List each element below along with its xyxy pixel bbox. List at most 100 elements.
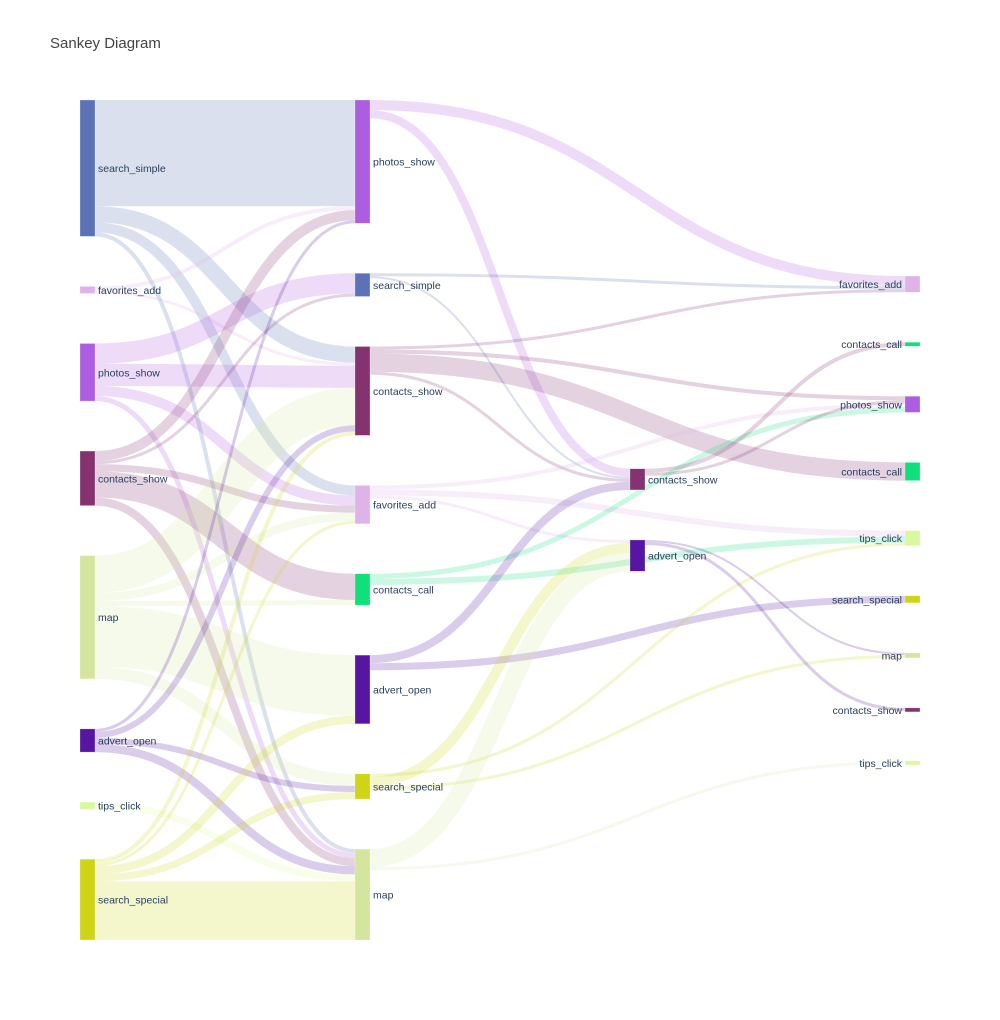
sankey-node-photos-show[interactable] — [354, 99, 371, 224]
sankey-node-label: photos_show — [373, 157, 435, 169]
sankey-link-search-simple-to-favorites-add[interactable] — [369, 273, 906, 290]
sankey-link-photos-show-to-contacts-show[interactable] — [94, 363, 356, 388]
sankey-link-contacts-show-to-favorites-add[interactable] — [369, 289, 906, 350]
sankey-node-tips-click[interactable] — [904, 760, 921, 766]
sankey-node-label: contacts_call — [373, 584, 434, 596]
sankey-node-label: map — [373, 890, 394, 902]
sankey-node-label: contacts_call — [841, 467, 902, 479]
sankey-node-photos-show[interactable] — [904, 396, 921, 413]
sankey-link-contacts-call-to-photos-show[interactable] — [369, 407, 906, 579]
sankey-node-contacts-show[interactable] — [904, 707, 921, 713]
sankey-link-search-special-to-advert-open[interactable] — [94, 715, 356, 875]
sankey-link-map-to-contacts-call[interactable] — [94, 600, 356, 607]
sankey-node-map[interactable] — [354, 848, 371, 941]
sankey-node-advert-open[interactable] — [629, 539, 646, 572]
sankey-node-label: contacts_show — [98, 473, 168, 485]
sankey-node-favorites-add[interactable] — [79, 286, 96, 294]
sankey-link-favorites-add-to-advert-open[interactable] — [369, 495, 631, 543]
sankey-link-photos-show-to-favorites-add[interactable] — [94, 385, 356, 506]
sankey-node-contacts-show[interactable] — [629, 468, 646, 491]
sankey-node-search-special[interactable] — [79, 858, 96, 941]
sankey-node-contacts-call[interactable] — [354, 573, 371, 606]
sankey-node-label: advert_open — [373, 684, 432, 696]
sankey-link-photos-show-to-contacts-show[interactable] — [369, 110, 631, 477]
sankey-link-photos-show-to-search-simple[interactable] — [94, 273, 356, 364]
sankey-node-tips-click[interactable] — [79, 801, 96, 810]
sankey-node-label: map — [882, 650, 903, 662]
sankey-link-advert-open-to-search-special[interactable] — [94, 737, 356, 792]
nodes-layer — [79, 99, 921, 941]
sankey-link-advert-open-to-map[interactable] — [94, 744, 356, 875]
sankey-link-advert-open-to-contacts-show[interactable] — [94, 425, 356, 738]
sankey-node-search-special[interactable] — [354, 773, 371, 800]
sankey-node-map[interactable] — [904, 652, 921, 659]
sankey-node-search-simple[interactable] — [79, 99, 96, 237]
sankey-link-search-simple-to-contacts-show[interactable] — [369, 276, 631, 479]
sankey-node-photos-show[interactable] — [79, 343, 96, 402]
sankey-link-map-to-favorites-add[interactable] — [94, 512, 356, 602]
sankey-link-search-simple-to-contacts-show[interactable] — [94, 206, 356, 363]
sankey-link-contacts-show-to-contacts-show[interactable] — [369, 371, 631, 482]
sankey-link-favorites-add-to-photos-show[interactable] — [369, 403, 906, 490]
sankey-link-advert-open-to-photos-show[interactable] — [94, 220, 356, 732]
sankey-node-label: search_simple — [98, 163, 166, 175]
sankey-link-search-special-to-tips-click[interactable] — [369, 542, 906, 777]
sankey-link-advert-open-to-search-special[interactable] — [369, 595, 906, 671]
sankey-node-advert-open[interactable] — [79, 728, 96, 753]
sankey-link-map-to-contacts-show[interactable] — [94, 387, 356, 593]
sankey-node-advert-open[interactable] — [354, 654, 371, 725]
sankey-link-map-to-tips-click[interactable] — [369, 760, 906, 871]
sankey-node-label: contacts_call — [841, 339, 902, 351]
sankey-node-label: favorites_add — [373, 500, 436, 512]
links-layer — [94, 99, 906, 940]
sankey-node-label: search_special — [832, 594, 902, 606]
sankey-link-contacts-show-to-photos-show[interactable] — [644, 400, 906, 476]
sankey-link-favorites-add-to-contacts-show[interactable] — [94, 290, 356, 366]
sankey-link-search-special-to-favorites-add[interactable] — [94, 520, 356, 867]
sankey-node-contacts-call[interactable] — [904, 462, 921, 481]
sankey-link-search-special-to-search-special[interactable] — [94, 791, 356, 882]
sankey-link-search-simple-to-favorites-add[interactable] — [94, 222, 356, 496]
sankey-node-search-special[interactable] — [904, 595, 921, 604]
sankey-node-label: contacts_show — [833, 705, 903, 717]
sankey-node-contacts-show[interactable] — [354, 346, 371, 436]
sankey-node-favorites-add[interactable] — [354, 485, 371, 525]
sankey-link-tips-click-to-map[interactable] — [94, 802, 356, 882]
sankey-node-contacts-call[interactable] — [904, 341, 921, 347]
sankey-node-label: photos_show — [840, 399, 902, 411]
sankey-link-advert-open-to-contacts-show[interactable] — [369, 481, 631, 664]
sankey-node-tips-click[interactable] — [904, 530, 921, 547]
sankey-link-map-to-search-special[interactable] — [94, 666, 356, 786]
chart-title: Sankey Diagram — [50, 35, 161, 52]
sankey-link-favorites-add-to-photos-show[interactable] — [94, 206, 356, 291]
sankey-node-label: contacts_show — [648, 474, 718, 486]
sankey-link-contacts-show-to-contacts-call[interactable] — [94, 471, 356, 601]
sankey-link-advert-open-to-contacts-show[interactable] — [644, 541, 906, 711]
sankey-node-label: advert_open — [98, 735, 157, 747]
sankey-link-contacts-show-to-photos-show[interactable] — [94, 210, 356, 462]
sankey-link-contacts-show-to-map[interactable] — [94, 497, 356, 867]
sankey-link-map-to-advert-open[interactable] — [94, 606, 356, 716]
sankey-link-search-special-to-advert-open[interactable] — [369, 542, 631, 787]
sankey-link-map-to-advert-open[interactable] — [369, 553, 631, 868]
sankey-link-search-special-to-contacts-show[interactable] — [94, 431, 356, 864]
sankey-node-contacts-show[interactable] — [79, 450, 96, 506]
sankey-link-contacts-show-to-contacts-call[interactable] — [369, 353, 906, 481]
sankey-node-label: favorites_add — [98, 285, 161, 297]
sankey-link-contacts-show-to-contacts-call[interactable] — [644, 342, 906, 473]
sankey-link-contacts-show-to-search-simple[interactable] — [94, 293, 356, 465]
sankey-link-contacts-show-to-photos-show[interactable] — [369, 349, 906, 401]
sankey-link-photos-show-to-map[interactable] — [94, 396, 356, 859]
sankey-node-favorites-add[interactable] — [904, 275, 921, 293]
sankey-link-advert-open-to-map[interactable] — [644, 539, 906, 655]
sankey-node-label: photos_show — [98, 367, 160, 379]
sankey-link-favorites-add-to-tips-click[interactable] — [369, 489, 906, 537]
sankey-node-label: tips_click — [859, 758, 902, 770]
sankey-node-map[interactable] — [79, 555, 96, 680]
sankey-link-contacts-show-to-favorites-add[interactable] — [94, 464, 356, 513]
sankey-link-search-special-to-map[interactable] — [369, 654, 906, 790]
sankey-node-search-simple[interactable] — [354, 273, 371, 297]
sankey-link-search-simple-to-map[interactable] — [94, 232, 356, 854]
sankey-link-photos-show-to-favorites-add[interactable] — [369, 100, 906, 287]
